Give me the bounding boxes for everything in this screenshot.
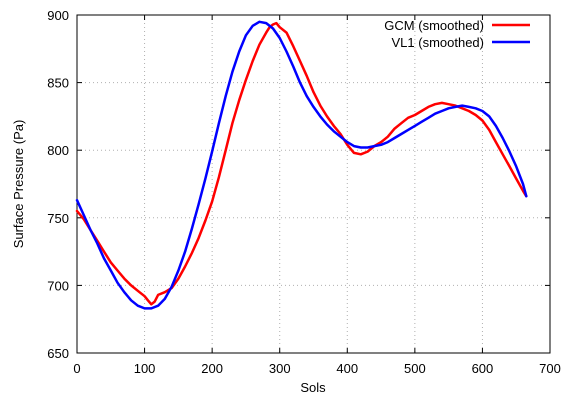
series-line-1 [75,20,528,310]
gridlines [77,15,550,353]
x-tick-label: 0 [73,361,80,376]
y-tick-label: 800 [47,143,69,158]
x-tick-label: 600 [472,361,494,376]
y-tick-label: 700 [47,278,69,293]
y-axis-title: Surface Pressure (Pa) [11,120,26,249]
axis-ticks: 0 100 200 300 400 500 600 700 650 700 750 800 850 900 [47,8,561,376]
y-tick-label: 750 [47,211,69,226]
legend: GCM (smoothed) VL1 (smoothed) [384,18,530,50]
x-axis-title: Sols [300,380,326,395]
x-tick-label: 500 [404,361,426,376]
y-tick-label: 650 [47,346,69,361]
x-tick-label: 100 [134,361,156,376]
series-lines [75,20,528,310]
x-tick-label: 400 [336,361,358,376]
y-tick-label: 900 [47,8,69,23]
legend-label: GCM (smoothed) [384,18,484,33]
x-tick-label: 700 [539,361,561,376]
x-tick-label: 300 [269,361,291,376]
y-tick-label: 850 [47,76,69,91]
series-line-0 [75,21,528,306]
legend-label: VL1 (smoothed) [392,35,485,50]
plot-frame [76,14,551,354]
x-tick-label: 200 [201,361,223,376]
